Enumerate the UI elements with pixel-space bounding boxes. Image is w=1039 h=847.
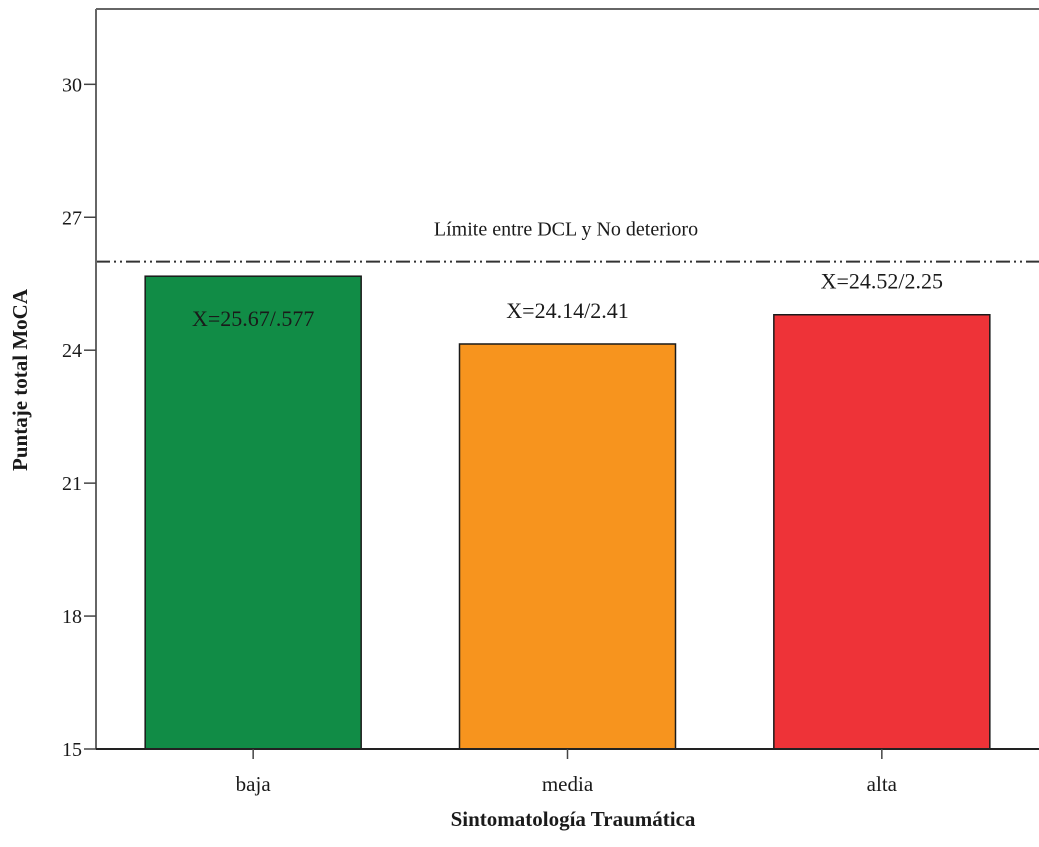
bar-alta [773,313,991,750]
data-label: X=24.14/2.41 [506,298,628,323]
reference-line-group: Límite entre DCL y No deterioro [96,219,1039,263]
y-tick-label: 27 [62,207,82,229]
data-label: X=24.52/2.25 [821,269,943,294]
bar-media [458,343,677,750]
y-axis-title: Puntaje total MoCA [8,288,32,471]
y-tick-label: 18 [62,606,82,628]
bar-baja [144,275,362,750]
y-tick-label: 24 [62,340,82,362]
axes-group: 15 18 21 24 27 30 baja media alta [62,9,1039,796]
x-tick-label: baja [236,772,272,796]
bars-group: X=25.67/.577 X=24.14/2.41 X=24.52/2.25 [144,269,991,750]
y-tick-label: 21 [62,473,82,495]
y-tick-label: 15 [62,739,82,761]
x-tick-label: alta [867,772,898,796]
reference-line-label: Límite entre DCL y No deterioro [434,219,698,241]
data-label: X=25.67/.577 [192,306,314,331]
x-axis-title: Sintomatología Traumática [451,807,696,831]
x-tick-label: media [542,772,594,796]
y-tick-label: 30 [62,74,82,96]
